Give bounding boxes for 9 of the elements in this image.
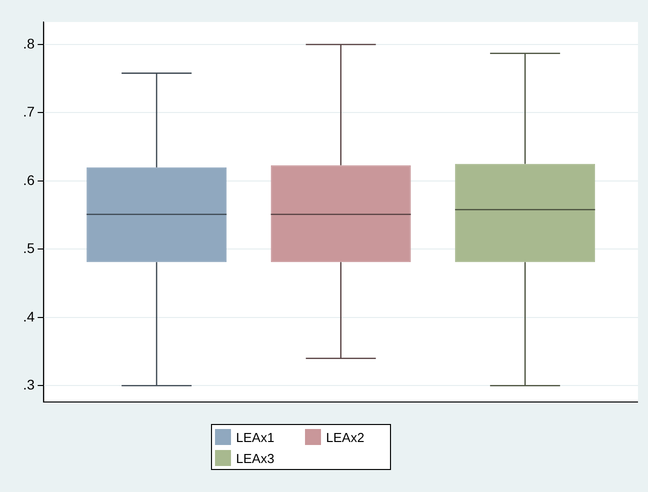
y-tick-label: .7 (22, 104, 35, 120)
legend-label: LEAx3 (236, 450, 274, 466)
y-tick-label: .6 (22, 172, 35, 188)
y-tick-label: .4 (22, 308, 35, 324)
legend-label: LEAx2 (326, 430, 364, 444)
y-tick-label: .8 (22, 35, 35, 52)
y-tick-label: .5 (22, 240, 35, 256)
y-tick-label: .3 (22, 376, 35, 392)
legend-label: LEAx1 (236, 430, 274, 444)
